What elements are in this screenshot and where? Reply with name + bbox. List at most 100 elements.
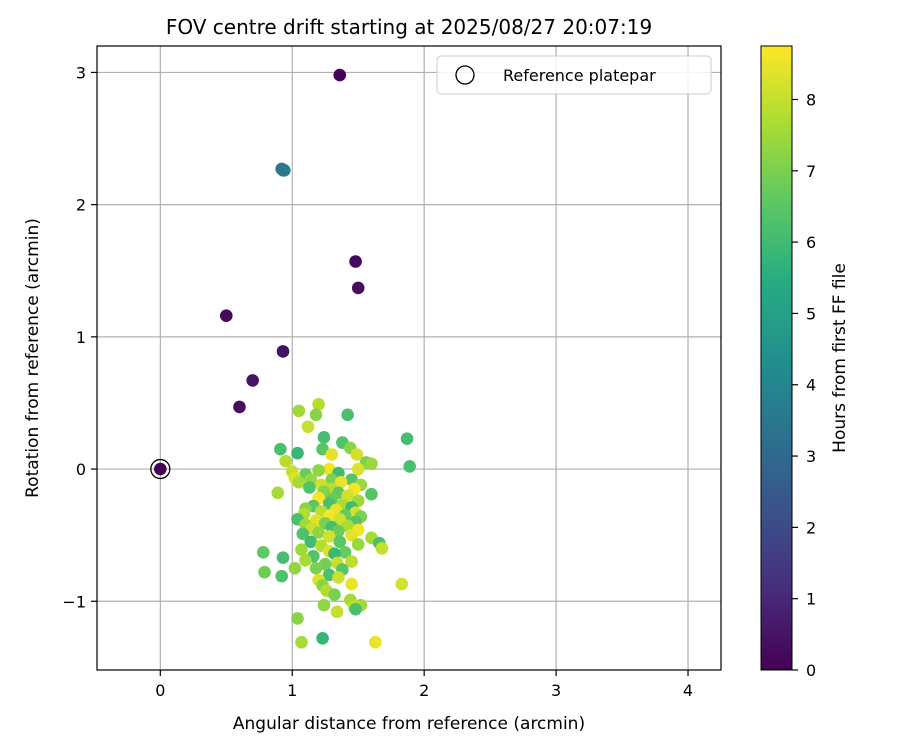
scatter-point [345, 577, 358, 591]
scatter-point [309, 561, 323, 575]
scatter-point [349, 602, 362, 616]
scatter-point [296, 527, 310, 541]
scatter-point [400, 432, 414, 445]
colorbar-tick-label: 2 [806, 518, 816, 537]
scatter-point [351, 538, 365, 551]
scatter-point [256, 546, 270, 559]
scatter-point [365, 487, 378, 501]
x-axis-label: Angular distance from reference (arcmin) [233, 714, 585, 734]
scatter-point [325, 448, 339, 461]
scatter-point [295, 635, 308, 649]
colorbar-tick-label: 6 [806, 233, 816, 252]
scatter-point [271, 486, 285, 500]
scatter-point [332, 524, 345, 538]
scatter-point [333, 535, 347, 549]
x-tick-label: 3 [551, 681, 561, 700]
scatter-point [288, 561, 302, 575]
scatter-point [292, 475, 306, 489]
reference-point-fill [154, 462, 167, 476]
data-points [150, 68, 416, 649]
colorbar-label: Hours from first FF file [830, 263, 850, 453]
scatter-point [328, 588, 341, 601]
scatter-point [275, 162, 288, 176]
scatter-point [292, 404, 306, 418]
reference-platepar-marker [150, 458, 171, 480]
scatter-point [304, 535, 318, 549]
y-tick-label: 1 [76, 328, 86, 347]
scatter-point [274, 442, 287, 456]
scatter-point [317, 598, 331, 612]
scatter-point [275, 569, 288, 583]
scatter-point [246, 374, 259, 387]
scatter-point [303, 481, 316, 494]
x-tick-label: 1 [287, 681, 297, 700]
scatter-point [291, 446, 304, 460]
colorbar-tick-label: 3 [806, 447, 816, 466]
scatter-point [316, 631, 329, 645]
x-axis-ticks: 0 1 2 3 4 [155, 670, 693, 700]
colorbar-tick-label: 1 [806, 590, 816, 609]
colorbar-tick-label: 5 [806, 304, 816, 323]
scatter-point [276, 551, 290, 564]
scatter-point [341, 408, 354, 422]
scatter-point [349, 255, 362, 268]
colorbar: 0 1 2 3 4 5 6 7 8 Hours from first FF file [760, 45, 850, 680]
y-axis-label: Rotation from reference (arcmin) [23, 218, 43, 498]
scatter-point [316, 442, 329, 456]
colorbar-tick-label: 7 [806, 162, 816, 181]
scatter-point [332, 571, 345, 584]
legend-label-reference: Reference platepar [503, 66, 656, 85]
scatter-point [345, 555, 358, 568]
scatter-point [309, 408, 323, 422]
colorbar-ticks: 0 1 2 3 4 5 6 7 8 [792, 90, 816, 680]
scatter-point [341, 489, 354, 502]
scatter-point [219, 309, 233, 322]
scatter-point [395, 577, 409, 591]
scatter-point [351, 462, 365, 476]
scatter-point [338, 546, 352, 559]
scatter-point [369, 635, 382, 649]
scatter-point [233, 400, 246, 414]
y-tick-label: −1 [62, 592, 86, 611]
colorbar-tick-label: 0 [806, 661, 816, 680]
scatter-point [312, 526, 325, 539]
scatter-point [375, 542, 389, 555]
legend-marker-reference [455, 65, 475, 85]
scatter-point [317, 431, 331, 444]
plot-frame [96, 45, 722, 671]
colorbar-tick-label: 4 [806, 376, 816, 395]
scatter-point [291, 612, 304, 625]
scatter-point [350, 448, 364, 461]
scatter-point [258, 565, 271, 579]
scatter-point [276, 345, 290, 358]
scatter-point [365, 457, 378, 471]
scatter-point [334, 475, 348, 489]
scatter-point [333, 68, 347, 82]
x-tick-label: 4 [683, 681, 693, 700]
chart-title: FOV centre drift starting at 2025/08/27 … [166, 15, 652, 39]
y-tick-label: 3 [76, 63, 86, 82]
colorbar-tick-label: 8 [806, 90, 816, 109]
scatter-point [403, 460, 416, 473]
scatter-point [345, 528, 358, 542]
y-axis-ticks: −1 0 1 2 3 [62, 63, 97, 611]
y-tick-label: 0 [76, 460, 86, 479]
y-tick-label: 2 [76, 196, 86, 215]
scatter-point [330, 605, 344, 619]
scatter-point [299, 553, 312, 567]
scatter-point [295, 543, 308, 556]
scatter-point [322, 530, 336, 543]
scatter-point [301, 420, 315, 434]
scatter-point [351, 281, 365, 295]
legend: Reference platepar [436, 55, 712, 95]
x-tick-label: 2 [419, 681, 429, 700]
colorbar-gradient [760, 45, 793, 671]
scatter-point [312, 397, 325, 411]
scatter-point [279, 454, 292, 468]
grid-lines [97, 46, 721, 670]
legend-box [436, 55, 712, 95]
x-tick-label: 0 [155, 681, 165, 700]
scatter-point [312, 464, 325, 477]
